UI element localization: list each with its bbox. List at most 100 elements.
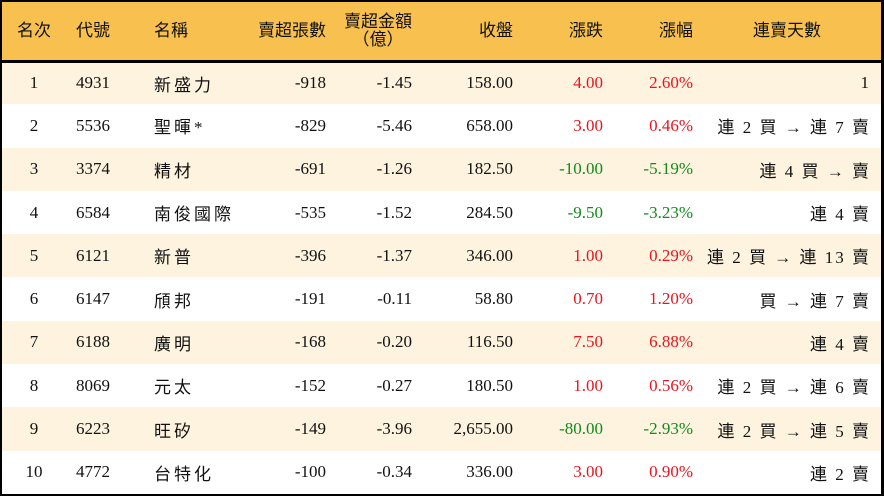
header-code: 代號 <box>66 2 132 63</box>
cell-rank: 6 <box>29 289 39 309</box>
cell-change: 0.70 <box>573 289 603 309</box>
cell-change-pct: -5.19% <box>643 159 693 179</box>
cell-net-sell-lots: -396 <box>294 245 326 265</box>
cell-close: 58.80 <box>474 289 513 309</box>
cell-name: 聖暉* <box>154 118 206 138</box>
cell-net-sell-lots: -152 <box>294 375 326 395</box>
cell-change: -80.00 <box>559 419 603 439</box>
cell-change: -9.50 <box>567 202 603 222</box>
cell-net-sell-amount: -0.34 <box>376 462 412 482</box>
cell-change-pct: 6.88% <box>649 332 693 352</box>
header-change-pct: 漲幅 <box>603 2 693 63</box>
cell-net-sell-lots: -829 <box>294 115 326 135</box>
table-row: 8 8069 元太 -152 -0.27 180.50 1.00 0.56% 連… <box>2 364 881 408</box>
table-row: 3 3374 精材 -691 -1.26 182.50 -10.00 -5.19… <box>2 147 881 191</box>
table-row: 7 6188 廣明 -168 -0.20 116.50 7.50 6.88% 連… <box>2 320 881 365</box>
cell-name: 元太 <box>154 378 194 398</box>
cell-net-sell-amount: -1.26 <box>376 159 412 179</box>
cell-name: 廣明 <box>154 334 194 354</box>
cell-change: 7.50 <box>573 332 603 352</box>
cell-net-sell-lots: -535 <box>294 202 326 222</box>
table-row: 6 6147 頎邦 -191 -0.11 58.80 0.70 1.20% 買 … <box>2 277 881 321</box>
cell-change-pct: -2.93% <box>643 419 693 439</box>
header-row: 名次 代號 名稱 賣超張數 賣超金額 （億） 收盤 漲跌 漲幅 連賣天數 <box>2 2 881 63</box>
table-header: 名次 代號 名稱 賣超張數 賣超金額 （億） 收盤 漲跌 漲幅 連賣天數 <box>2 2 881 63</box>
cell-name: 新普 <box>154 248 194 268</box>
cell-change-pct: 0.29% <box>649 245 693 265</box>
cell-change: 1.00 <box>573 375 603 395</box>
cell-code: 5536 <box>76 115 110 135</box>
cell-net-sell-lots: -918 <box>294 73 326 93</box>
cell-close: 284.50 <box>466 202 513 222</box>
cell-rank: 3 <box>29 159 39 179</box>
header-net-sell-amount-unit: （億） <box>352 29 404 49</box>
cell-name: 旺矽 <box>154 421 194 441</box>
cell-name: 頎邦 <box>154 291 194 311</box>
cell-close: 180.50 <box>466 375 513 395</box>
header-change: 漲跌 <box>513 2 603 63</box>
table-row: 1 4931 新盛力 -918 -1.45 158.00 4.00 2.60% … <box>2 61 881 105</box>
cell-net-sell-amount: -1.52 <box>376 202 412 222</box>
cell-code: 6147 <box>76 289 110 309</box>
cell-consecutive-days: 買 → 連 7 賣 <box>759 291 871 311</box>
cell-net-sell-lots: -191 <box>294 289 326 309</box>
cell-consecutive-days: 1 <box>860 73 871 93</box>
header-consecutive-days: 連賣天數 <box>693 2 881 63</box>
cell-close: 116.50 <box>466 332 513 352</box>
header-name: 名稱 <box>132 2 244 63</box>
cell-consecutive-days: 連 2 賣 <box>810 464 871 484</box>
cell-net-sell-amount: -1.45 <box>376 73 412 93</box>
header-net-sell-amount: 賣超金額 （億） <box>326 2 420 63</box>
cell-change-pct: 0.46% <box>649 115 693 135</box>
cell-consecutive-days: 連 2 買 → 連 5 賣 <box>717 421 871 441</box>
cell-rank: 8 <box>29 375 39 395</box>
cell-close: 346.00 <box>466 245 513 265</box>
cell-code: 6121 <box>76 245 110 265</box>
cell-rank: 5 <box>29 245 39 265</box>
cell-name: 新盛力 <box>154 75 214 95</box>
cell-code: 3374 <box>76 159 110 179</box>
cell-close: 658.00 <box>466 115 513 135</box>
table-row: 5 6121 新普 -396 -1.37 346.00 1.00 0.29% 連… <box>2 234 881 278</box>
cell-consecutive-days: 連 2 買 → 連 7 賣 <box>717 118 871 138</box>
cell-net-sell-lots: -168 <box>294 332 326 352</box>
cell-rank: 2 <box>29 115 39 135</box>
table-row: 10 4772 台特化 -100 -0.34 336.00 3.00 0.90%… <box>2 450 881 494</box>
cell-rank: 10 <box>25 462 43 482</box>
cell-close: 182.50 <box>466 159 513 179</box>
cell-change: 3.00 <box>573 462 603 482</box>
cell-net-sell-amount: -3.96 <box>376 419 412 439</box>
cell-net-sell-lots: -100 <box>294 462 326 482</box>
header-net-sell-amount-label: 賣超金額 <box>344 11 412 31</box>
table-body: 1 4931 新盛力 -918 -1.45 158.00 4.00 2.60% … <box>2 61 881 494</box>
cell-close: 2,655.00 <box>453 419 514 439</box>
cell-name: 精材 <box>154 161 194 181</box>
cell-change-pct: -3.23% <box>643 202 693 222</box>
cell-close: 336.00 <box>466 462 513 482</box>
cell-consecutive-days: 連 4 買 → 賣 <box>759 161 871 181</box>
cell-net-sell-lots: -691 <box>294 159 326 179</box>
cell-change: -10.00 <box>559 159 603 179</box>
cell-net-sell-lots: -149 <box>294 419 326 439</box>
table-row: 2 5536 聖暉* -829 -5.46 658.00 3.00 0.46% … <box>2 104 881 148</box>
table-row: 9 6223 旺矽 -149 -3.96 2,655.00 -80.00 -2.… <box>2 407 881 451</box>
cell-change-pct: 0.56% <box>649 375 693 395</box>
cell-code: 4931 <box>76 73 110 93</box>
cell-close: 158.00 <box>466 73 513 93</box>
cell-consecutive-days: 連 4 賣 <box>810 334 871 354</box>
cell-change-pct: 0.90% <box>649 462 693 482</box>
header-net-sell-lots: 賣超張數 <box>244 2 326 63</box>
cell-change-pct: 1.20% <box>649 289 693 309</box>
cell-rank: 4 <box>29 202 39 222</box>
cell-change: 3.00 <box>573 115 603 135</box>
cell-net-sell-amount: -0.27 <box>376 375 412 395</box>
cell-code: 6223 <box>76 419 110 439</box>
cell-consecutive-days: 連 2 買 → 連 6 賣 <box>717 378 871 398</box>
table-row: 4 6584 南俊國際 -535 -1.52 284.50 -9.50 -3.2… <box>2 190 881 235</box>
header-rank: 名次 <box>2 2 66 63</box>
cell-net-sell-amount: -0.11 <box>377 289 412 309</box>
cell-code: 8069 <box>76 375 110 395</box>
cell-rank: 9 <box>29 419 39 439</box>
